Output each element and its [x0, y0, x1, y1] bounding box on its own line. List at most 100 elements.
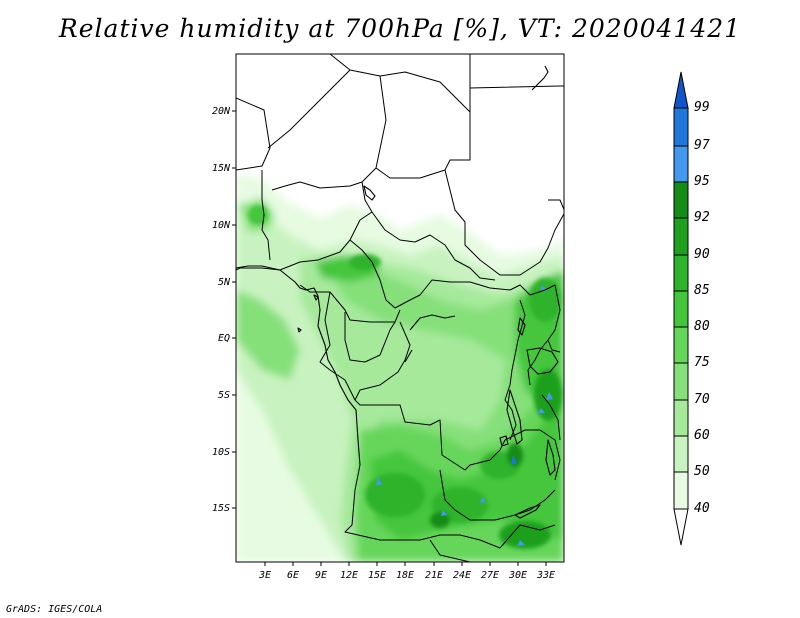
core-80-nw: [248, 205, 268, 225]
software-credit: GrADS: IGES/COLA: [6, 604, 103, 615]
colorbar-label: 92: [694, 210, 710, 225]
colorbar-swatch-40-50: [673, 471, 689, 510]
lat-label: 5S: [218, 390, 230, 401]
lake-chad: [363, 185, 376, 201]
border-line: [299, 284, 401, 323]
border-line: [504, 299, 526, 441]
border-line: [429, 539, 471, 562]
border-line: [444, 169, 564, 276]
spot-95: [538, 408, 545, 413]
saturation-spots: [376, 285, 553, 546]
lake-tanganyika: [506, 389, 523, 445]
border-line: [527, 284, 561, 386]
lon-label: 12E: [340, 570, 358, 581]
humidity-field: [236, 54, 564, 562]
colorbar-swatch-90-92: [673, 217, 689, 256]
colorbar-swatch-60-70: [673, 399, 689, 437]
colorbar-label: 40: [694, 501, 710, 516]
border-line: [236, 181, 373, 271]
lon-axis: 3E 6E 9E 12E 15E 18E 21E 24E 27E 30E 33E: [258, 562, 555, 581]
lon-label: 30E: [508, 570, 527, 581]
border-line: [354, 321, 411, 401]
lon-label: 9E: [315, 570, 327, 581]
colorbar-label: 90: [694, 247, 710, 262]
lat-label: 10S: [212, 447, 230, 458]
lon-label: 21E: [425, 570, 443, 581]
lat-label: 10N: [212, 220, 231, 231]
border-line: [267, 69, 351, 149]
lat-label: 5N: [218, 277, 231, 288]
colorbar-swatch-70-75: [673, 362, 689, 401]
spot-95: [376, 477, 382, 486]
border-line: [541, 394, 561, 441]
border-line: [371, 211, 496, 281]
colorbar-swatch-50-60: [673, 435, 689, 473]
core-92-lake: [507, 443, 523, 467]
colorbar-label: 80: [694, 319, 710, 334]
colorbar-label: 97: [694, 138, 710, 153]
spot-95: [441, 510, 447, 516]
lat-label: 15S: [212, 503, 230, 514]
border-line: [344, 312, 396, 363]
lake-malawi: [545, 439, 556, 476]
border-line: [344, 464, 481, 541]
coastline-west-africa: [236, 265, 361, 466]
colorbar-bottom-arrow: [673, 508, 689, 546]
border-line: [319, 291, 506, 471]
lon-label: 18E: [396, 570, 414, 581]
colorbar-swatch-80-85: [673, 290, 689, 328]
colorbar-label: 85: [694, 283, 710, 298]
lon-label: 27E: [481, 570, 499, 581]
spot-95: [546, 392, 553, 400]
country-borders: [236, 54, 564, 562]
border-line: [271, 75, 387, 191]
core-85-angola: [365, 473, 425, 517]
border-line: [547, 339, 561, 353]
colorbar-label: 95: [694, 174, 710, 189]
colorbar-label: 70: [694, 392, 710, 407]
lake-kariba: [514, 504, 541, 519]
river-congo: [404, 314, 456, 363]
chart-title: Relative humidity at 700hPa [%], VT: 202…: [58, 14, 742, 43]
red-sea-coast: [531, 65, 549, 91]
spot-97: [511, 455, 517, 465]
colorbar-swatch-85-90: [673, 254, 689, 292]
core-92-south: [430, 512, 450, 528]
colorbar-label: 75: [694, 355, 710, 370]
lat-axis: 20N 15N 10N 5N EQ 5S 10S 15S: [212, 106, 236, 514]
border-line: [479, 524, 556, 549]
lake-mweru: [499, 435, 509, 447]
core-85-ne: [529, 278, 561, 322]
lon-label: 6E: [287, 570, 299, 581]
lake-albert: [517, 317, 526, 336]
core-85-north: [349, 254, 381, 270]
lat-label: EQ: [218, 333, 230, 344]
contour-70-west: [236, 290, 300, 380]
colorbar-swatch-95-97: [673, 145, 689, 183]
colorbar-swatch-75-80: [673, 326, 689, 364]
colorbar-label: 50: [694, 464, 710, 479]
lon-label: 24E: [453, 570, 471, 581]
spot-95: [517, 540, 525, 546]
lon-label: 15E: [368, 570, 386, 581]
lat-label: 15N: [212, 163, 231, 174]
colorbar-swatch-92-95: [673, 181, 689, 219]
border-line: [439, 469, 556, 521]
core-90-se: [499, 521, 551, 549]
colorbar-swatch-97-99: [673, 107, 689, 147]
map-frame: [235, 53, 565, 563]
border-line: [349, 239, 531, 309]
border-line: [469, 85, 564, 89]
spot-95: [480, 497, 486, 503]
coastline-island: [297, 327, 302, 333]
colorbar-label: 60: [694, 428, 710, 443]
lake-victoria: [526, 347, 559, 375]
border-line: [261, 170, 271, 261]
colorbar: [673, 71, 689, 546]
lat-label: 20N: [212, 106, 231, 117]
lon-label: 33E: [536, 570, 555, 581]
border-line: [236, 97, 271, 171]
colorbar-label: 99: [694, 100, 710, 115]
coastline: [236, 65, 559, 519]
